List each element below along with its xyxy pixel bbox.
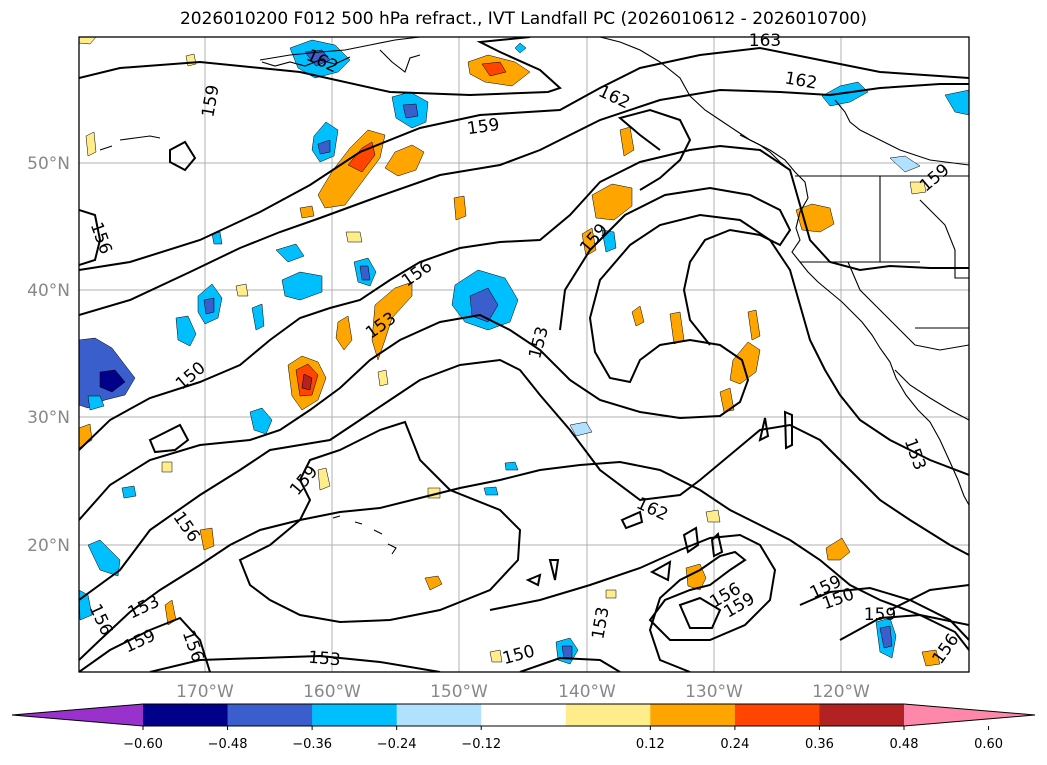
lon-label: 140°W xyxy=(558,682,616,702)
colorbar-tick-label: −0.12 xyxy=(461,737,501,752)
lon-label: 130°W xyxy=(685,682,743,702)
colorbar-tick-label: −0.48 xyxy=(208,737,248,752)
gridlines xyxy=(79,37,969,672)
map-frame xyxy=(78,36,970,673)
contour-label: 153 xyxy=(307,648,341,671)
colorbar-tick-label: 0.48 xyxy=(890,737,919,752)
colorbar-tick-label: 0.12 xyxy=(636,737,665,752)
map-area xyxy=(78,36,970,673)
colorbar-tick-label: −0.36 xyxy=(292,737,332,752)
contour-label: 159 xyxy=(466,115,501,139)
coastlines xyxy=(99,37,969,555)
map-background xyxy=(79,37,969,672)
colorbar-tick-label: 0.24 xyxy=(720,737,749,752)
colorbar-cell xyxy=(396,704,482,726)
colorbar-cell xyxy=(481,704,567,726)
colorbar-cell xyxy=(227,704,313,726)
lat-label: 20°N xyxy=(27,536,70,556)
colorbar-cell xyxy=(312,704,398,726)
contours xyxy=(79,37,969,672)
colorbar-outline xyxy=(11,703,1036,727)
colorbar-cell xyxy=(143,704,229,726)
lon-label: 150°W xyxy=(430,682,488,702)
colorbar-tick-label: 0.60 xyxy=(974,737,1003,752)
longitude-labels: 170°W 160°W 150°W 140°W 130°W 120°W xyxy=(176,682,870,702)
figure-title: 2026010200 F012 500 hPa refract., IVT La… xyxy=(179,9,867,29)
colorbar-extend-high xyxy=(904,704,1035,726)
colorbar: −0.60 −0.48 −0.36 −0.24 −0.12 0.12 0.24 0.36 0.4… xyxy=(11,703,1036,752)
colorbar-cell xyxy=(819,704,905,726)
lon-label: 170°W xyxy=(176,682,234,702)
lon-label: 160°W xyxy=(303,682,361,702)
colorbar-tick-label: −0.60 xyxy=(123,737,163,752)
colorbar-extend-low xyxy=(12,704,143,726)
lon-label: 120°W xyxy=(812,682,870,702)
colorbar-ticks: −0.60 −0.48 −0.36 −0.24 −0.12 0.12 0.24 0.36 0.4… xyxy=(123,726,1003,752)
colorbar-cell xyxy=(650,704,736,726)
contour-label: 163 xyxy=(749,31,781,51)
colorbar-tick-label: 0.36 xyxy=(805,737,834,752)
lat-label: 40°N xyxy=(27,281,70,301)
colorbar-tick-label: −0.24 xyxy=(377,737,417,752)
contour-label: 159 xyxy=(864,605,896,625)
lat-label: 30°N xyxy=(27,408,70,428)
colorbar-cells xyxy=(12,704,1035,726)
colorbar-cell xyxy=(734,704,820,726)
lat-label: 50°N xyxy=(27,154,70,174)
colorbar-cell xyxy=(565,704,651,726)
latitude-labels: 50°N 40°N 30°N 20°N xyxy=(27,154,70,556)
